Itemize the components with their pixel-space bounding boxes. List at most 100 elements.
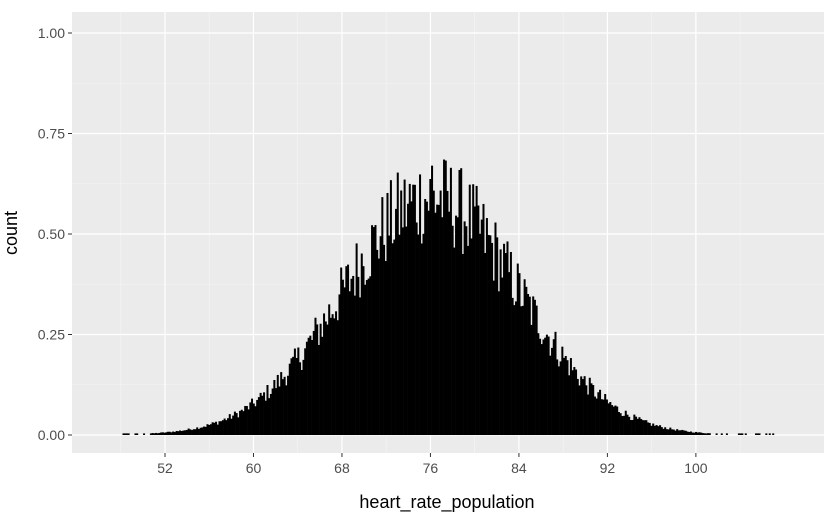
histogram-bar bbox=[360, 253, 363, 435]
histogram-bar bbox=[266, 385, 269, 435]
histogram-bar bbox=[261, 395, 264, 435]
histogram-bar bbox=[283, 376, 286, 435]
histogram-bar bbox=[689, 431, 692, 435]
histogram-bar bbox=[388, 235, 391, 435]
histogram-bar bbox=[180, 431, 183, 435]
histogram-bar bbox=[540, 344, 543, 435]
histogram-bar bbox=[244, 405, 247, 435]
histogram-bar bbox=[268, 398, 271, 435]
histogram-bar bbox=[616, 406, 619, 435]
histogram-bar bbox=[290, 358, 293, 435]
histogram-bar bbox=[617, 412, 620, 435]
x-tick-label: 52 bbox=[157, 460, 173, 476]
y-axis-ticks: 0.00 0.25 0.50 0.75 1.00 bbox=[38, 25, 72, 443]
histogram-bar bbox=[208, 424, 211, 435]
histogram-bar bbox=[533, 299, 536, 435]
histogram-bar bbox=[551, 347, 554, 435]
histogram-bar bbox=[684, 430, 687, 435]
histogram-bar bbox=[744, 433, 747, 435]
histogram-bar bbox=[333, 318, 336, 435]
histogram-bar bbox=[575, 369, 578, 435]
histogram-bar bbox=[532, 296, 535, 435]
histogram-bar bbox=[667, 429, 670, 435]
histogram-bar bbox=[151, 433, 154, 435]
histogram-bar bbox=[386, 192, 389, 435]
histogram-bar bbox=[156, 433, 159, 435]
histogram-bar bbox=[581, 379, 584, 435]
histogram-bar bbox=[309, 335, 312, 435]
histogram-bar bbox=[431, 165, 434, 435]
histogram-bar bbox=[597, 392, 600, 435]
histogram-bar bbox=[683, 430, 686, 435]
histogram-bar bbox=[415, 222, 418, 435]
histogram-bar bbox=[537, 333, 540, 435]
histogram-bar bbox=[527, 294, 530, 435]
histogram-bar bbox=[293, 348, 296, 435]
histogram-bar bbox=[504, 253, 507, 435]
histogram-bar bbox=[422, 233, 425, 435]
histogram-bar bbox=[542, 339, 545, 435]
histogram-bar bbox=[278, 386, 281, 435]
histogram-bar bbox=[189, 429, 192, 435]
histogram-bar bbox=[607, 403, 610, 435]
histogram-bar bbox=[297, 347, 300, 435]
histogram-bar bbox=[206, 424, 209, 435]
histogram-bar bbox=[197, 428, 200, 435]
histogram-bar bbox=[518, 273, 521, 435]
histogram-bar bbox=[521, 305, 524, 435]
histogram-bar bbox=[153, 433, 156, 435]
histogram-bar bbox=[664, 427, 667, 435]
histogram-bar bbox=[167, 431, 170, 435]
histogram-bar bbox=[412, 184, 415, 435]
x-tick-label: 76 bbox=[423, 460, 439, 476]
histogram-bar bbox=[407, 203, 410, 435]
histogram-bar bbox=[691, 432, 694, 435]
histogram-bar bbox=[227, 418, 230, 435]
histogram-bar bbox=[184, 430, 187, 435]
histogram-bar bbox=[311, 340, 314, 435]
histogram-bar bbox=[280, 372, 283, 435]
histogram-bar bbox=[602, 399, 605, 435]
histogram-bar bbox=[172, 431, 175, 435]
histogram-bar bbox=[590, 383, 593, 435]
histogram-bar bbox=[695, 431, 698, 435]
histogram-bar bbox=[398, 234, 401, 435]
histogram-bar bbox=[249, 402, 252, 435]
histogram-bar bbox=[419, 174, 422, 435]
histogram-bar bbox=[285, 385, 288, 435]
histogram-bar bbox=[688, 431, 691, 435]
histogram-bar bbox=[768, 433, 771, 435]
histogram-bar bbox=[628, 416, 631, 435]
histogram-bar bbox=[513, 305, 516, 435]
histogram-bar bbox=[614, 405, 617, 435]
histogram-bar bbox=[417, 234, 420, 435]
histogram-bar bbox=[439, 190, 442, 435]
histogram-bar bbox=[468, 184, 471, 435]
histogram-bar bbox=[369, 276, 372, 435]
histogram-bar bbox=[645, 420, 648, 435]
histogram-bar bbox=[648, 422, 651, 435]
histogram-bar bbox=[707, 433, 710, 435]
histogram-bar bbox=[376, 249, 379, 435]
histogram-bar bbox=[571, 370, 574, 435]
histogram-bar bbox=[396, 172, 399, 436]
histogram-bar bbox=[523, 279, 526, 435]
histogram-bar bbox=[173, 432, 176, 435]
histogram-bar bbox=[530, 324, 533, 435]
histogram-bar bbox=[413, 184, 416, 435]
histogram-bar bbox=[242, 411, 245, 435]
x-axis-ticks: 52 60 68 76 84 92 100 bbox=[157, 453, 708, 476]
histogram-bar bbox=[191, 430, 194, 435]
histogram-bar bbox=[485, 218, 488, 435]
histogram-bar bbox=[237, 417, 240, 435]
histogram-bar bbox=[403, 179, 406, 435]
histogram-bar bbox=[405, 226, 408, 435]
histogram-bar bbox=[599, 389, 602, 435]
histogram-bar bbox=[432, 190, 435, 435]
histogram-bar bbox=[201, 427, 204, 435]
histogram-bar bbox=[352, 275, 355, 435]
histogram-bar bbox=[213, 422, 216, 435]
histogram-bar bbox=[149, 433, 152, 435]
histogram-bar bbox=[737, 433, 740, 435]
histogram-bar bbox=[587, 394, 590, 435]
